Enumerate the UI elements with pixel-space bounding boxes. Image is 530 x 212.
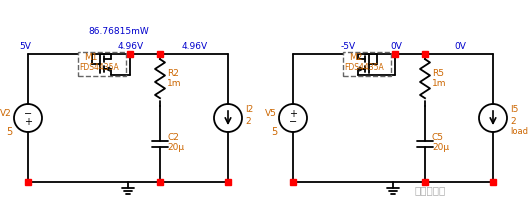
Text: 86.76815mW: 86.76815mW bbox=[88, 27, 149, 36]
Text: FDS4435A: FDS4435A bbox=[344, 63, 384, 72]
Text: C2: C2 bbox=[167, 134, 179, 142]
Bar bbox=[343, 52, 391, 76]
Text: -5V: -5V bbox=[340, 42, 356, 51]
Text: +: + bbox=[24, 117, 32, 127]
Text: M2: M2 bbox=[349, 53, 363, 63]
Text: I5: I5 bbox=[510, 106, 518, 114]
Text: +: + bbox=[289, 109, 297, 119]
Text: V5: V5 bbox=[265, 109, 277, 117]
Text: 电路一点通: 电路一点通 bbox=[414, 185, 446, 195]
Text: R5: R5 bbox=[432, 70, 444, 78]
Text: C5: C5 bbox=[432, 134, 444, 142]
Text: 2: 2 bbox=[510, 117, 516, 127]
Text: 20μ: 20μ bbox=[167, 144, 184, 152]
Bar bbox=[78, 52, 126, 76]
Text: 4.96V: 4.96V bbox=[118, 42, 144, 51]
Text: I2: I2 bbox=[245, 106, 253, 114]
Text: 0V: 0V bbox=[454, 42, 466, 51]
Text: FDS4435A: FDS4435A bbox=[79, 63, 119, 72]
Text: 0V: 0V bbox=[390, 42, 402, 51]
Text: 5: 5 bbox=[271, 127, 277, 137]
Text: 20μ: 20μ bbox=[432, 144, 449, 152]
Text: −: − bbox=[24, 109, 32, 119]
Text: 2: 2 bbox=[245, 117, 251, 127]
Text: V2: V2 bbox=[0, 109, 12, 117]
Text: −: − bbox=[289, 117, 297, 127]
Text: 5: 5 bbox=[6, 127, 12, 137]
Text: R2: R2 bbox=[167, 70, 179, 78]
Text: 1m: 1m bbox=[432, 80, 446, 88]
Text: 5V: 5V bbox=[19, 42, 31, 51]
Text: 1m: 1m bbox=[167, 80, 181, 88]
Text: 4.96V: 4.96V bbox=[182, 42, 208, 51]
Text: load: load bbox=[510, 127, 528, 137]
Text: M1: M1 bbox=[84, 53, 98, 63]
